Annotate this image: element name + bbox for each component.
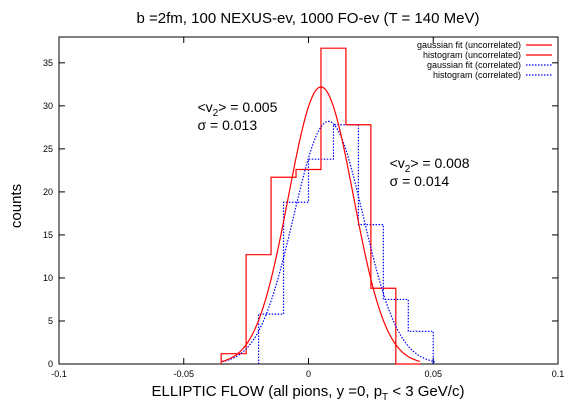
sigma-annotation: σ = 0.013 [197, 117, 257, 133]
y-tick-label: 25 [43, 144, 53, 154]
y-tick-label: 30 [43, 101, 53, 111]
legend-label: histogram (uncorrelated) [423, 50, 521, 60]
histogram-correlated [258, 124, 434, 364]
y-tick-label: 35 [43, 58, 53, 68]
gaussian-fit-uncorrelated [221, 86, 421, 362]
sigma-annotation: σ = 0.014 [390, 173, 450, 189]
legend: gaussian fit (uncorrelated)histogram (un… [417, 40, 552, 80]
y-tick-label: 15 [43, 230, 53, 240]
x-tick-label: -0.1 [51, 369, 67, 379]
x-tick-label: 0 [306, 369, 311, 379]
x-tick-label: 0.1 [552, 369, 565, 379]
x-axis-title-subscript: T [382, 392, 388, 403]
legend-label: gaussian fit (correlated) [427, 60, 521, 70]
legend-label: histogram (correlated) [433, 70, 521, 80]
y-tick-label: 10 [43, 273, 53, 283]
x-axis-title-main: ELLIPTIC FLOW (all pions, y =0, p [152, 383, 383, 400]
series-layer [220, 47, 436, 365]
x-axis-title-tail: < 3 GeV/c) [388, 383, 464, 400]
mean-annotation: <v2> = 0.008 [390, 155, 470, 175]
x-axis-title: ELLIPTIC FLOW (all pions, y =0, pT < 3 G… [152, 383, 465, 403]
legend-label: gaussian fit (uncorrelated) [417, 40, 521, 50]
x-tick-label: 0.05 [424, 369, 442, 379]
y-tick-label: 5 [48, 316, 53, 326]
gaussian-fit-correlated [221, 120, 436, 363]
mean-annotation: <v2> = 0.005 [197, 99, 277, 119]
x-tick-label: -0.05 [173, 369, 194, 379]
y-axis-title: counts [8, 184, 25, 228]
x-axis: -0.1 -0.05 0 0.05 0.1 [51, 37, 564, 379]
y-tick-label: 0 [48, 359, 53, 369]
y-tick-label: 20 [43, 187, 53, 197]
y-axis: 0 5 10 15 20 25 30 35 [43, 58, 558, 369]
chart-title: b =2fm, 100 NEXUS-ev, 1000 FO-ev (T = 14… [137, 10, 480, 27]
histogram-uncorrelated [220, 47, 421, 365]
